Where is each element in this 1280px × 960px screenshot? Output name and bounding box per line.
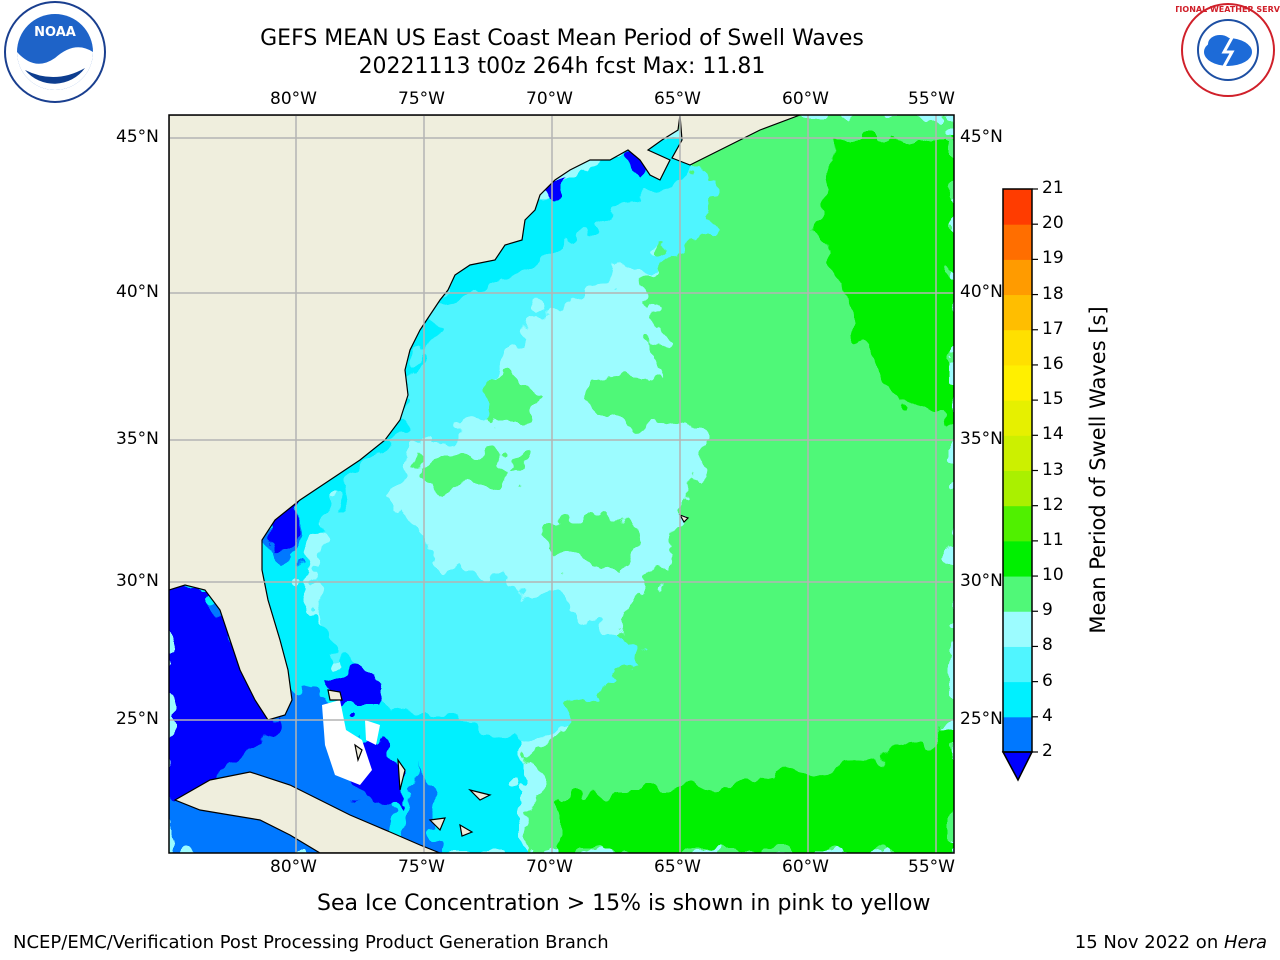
colorbar-tick-label: 11 [1042,529,1064,550]
map-frame [168,114,955,854]
swell-period-4-6 [169,135,700,853]
lon-label-top-4: 60°W [782,89,829,109]
footer-machine: Hera [1223,932,1267,953]
colorbar-tick-label: 15 [1042,389,1064,410]
chart-title: GEFS MEAN US East Coast Mean Period of S… [260,26,864,51]
colorbar-tick-label: 13 [1042,459,1064,480]
lon-label-top-0: 80°W [270,89,317,109]
swell-period-6-8 [310,150,720,760]
colorbar-tick-label: 4 [1042,705,1053,726]
lon-label-bottom-3: 65°W [654,857,701,877]
nws-logo: NATIONAL WEATHER SERVICE [1176,3,1280,97]
colorbar-tick-label: 9 [1042,600,1053,621]
colorbar-tick-label: 21 [1042,178,1064,198]
colorbar-tick-label: 18 [1042,283,1064,304]
lat-label-left-3: 30°N [116,571,159,591]
colorbar-label: Mean Period of Swell Waves [s] [1086,306,1110,634]
footer-branch: NCEP/EMC/Verification Post Processing Pr… [13,932,609,953]
lon-label-top-1: 75°W [398,89,445,109]
lon-label-top-3: 65°W [654,89,701,109]
footer-date: 15 Nov 2022 on Hera [1075,932,1267,953]
lat-label-left-2: 35°N [116,429,159,449]
lat-label-left-0: 45°N [116,127,159,147]
colorbar-tick-label: 10 [1042,565,1064,586]
svg-text:NOAA: NOAA [34,25,76,40]
land-cuba [173,771,441,853]
lon-label-top-5: 55°W [908,89,955,109]
colorbar-tick-label: 2 [1042,741,1053,761]
lat-label-left-4: 25°N [116,709,159,729]
colorbar-tick-label: 17 [1042,318,1064,339]
lat-label-right-1: 40°N [960,282,1003,302]
lon-label-bottom-0: 80°W [270,857,317,877]
colorbar-tick-label: 16 [1042,353,1064,374]
colorbar-tick-label: 8 [1042,635,1053,656]
lat-label-right-2: 35°N [960,429,1003,449]
sea-ice-caption: Sea Ice Concentration > 15% is shown in … [317,891,931,916]
colorbar-tick-label: 20 [1042,213,1064,234]
lon-label-bottom-2: 70°W [526,857,573,877]
colorbar-tick-label: 6 [1042,670,1053,691]
lat-label-right-4: 25°N [960,709,1003,729]
chart-subtitle: 20221113 t00z 264h fcst Max: 11.81 [358,54,766,79]
colorbar-tick-label: 12 [1042,494,1064,515]
lon-label-top-2: 70°W [526,89,573,109]
nws-logo-text: NATIONAL WEATHER SERVICE [1176,5,1280,14]
colorbar-tick-label: 14 [1042,424,1064,445]
colorbar-tick-label: 19 [1042,248,1064,269]
map-grid [169,115,954,853]
lon-label-bottom-5: 55°W [908,857,955,877]
noaa-logo: NOAA [4,1,106,103]
lat-label-right-0: 45°N [960,127,1003,147]
footer-date-text: 15 Nov 2022 on [1074,932,1224,953]
lat-label-left-1: 40°N [116,282,159,302]
lat-label-right-3: 30°N [960,571,1003,591]
bahamas-islands [327,513,690,837]
swell-period-10-11 [560,140,954,853]
lon-label-bottom-1: 75°W [398,857,445,877]
lon-label-bottom-4: 60°W [782,857,829,877]
